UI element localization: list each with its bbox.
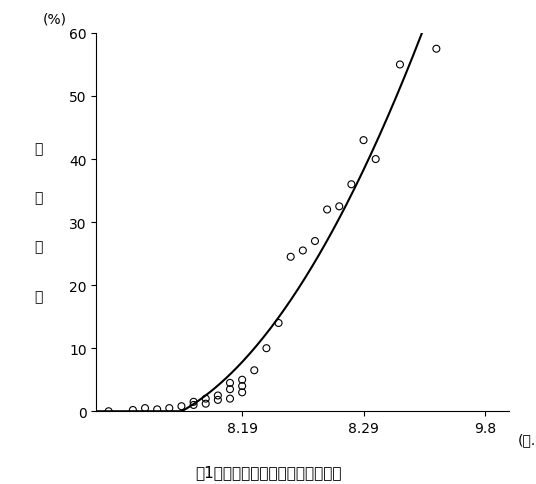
- Text: 病: 病: [34, 191, 43, 205]
- Point: [323, 206, 331, 214]
- Point: [311, 238, 319, 245]
- Point: [165, 405, 174, 412]
- Point: [262, 345, 271, 352]
- Point: [189, 398, 198, 406]
- Point: [238, 382, 247, 390]
- Text: 率: 率: [34, 289, 43, 303]
- Point: [226, 395, 234, 403]
- Point: [347, 181, 356, 189]
- Point: [396, 61, 404, 69]
- Point: [335, 203, 344, 211]
- Point: [371, 156, 380, 164]
- Point: [432, 46, 441, 54]
- Point: [129, 406, 137, 414]
- Point: [226, 385, 234, 393]
- Point: [141, 405, 150, 412]
- Point: [226, 379, 234, 387]
- Point: [286, 254, 295, 261]
- Text: (%): (%): [43, 13, 67, 26]
- Text: (月.日): (月.日): [517, 432, 536, 446]
- Text: 穂: 穂: [34, 240, 43, 254]
- Text: 図1　平均発病穂率と出穂日の関係: 図1 平均発病穂率と出穂日の関係: [195, 464, 341, 479]
- Point: [359, 137, 368, 145]
- Point: [274, 319, 283, 327]
- Point: [238, 376, 247, 384]
- Point: [202, 400, 210, 408]
- Point: [299, 247, 307, 255]
- Point: [250, 367, 258, 375]
- Point: [213, 396, 222, 404]
- Point: [213, 392, 222, 400]
- Point: [105, 408, 113, 415]
- Text: 発: 発: [34, 142, 43, 156]
- Point: [153, 406, 161, 413]
- Point: [202, 395, 210, 403]
- Point: [189, 401, 198, 409]
- Point: [238, 389, 247, 396]
- Point: [177, 403, 186, 410]
